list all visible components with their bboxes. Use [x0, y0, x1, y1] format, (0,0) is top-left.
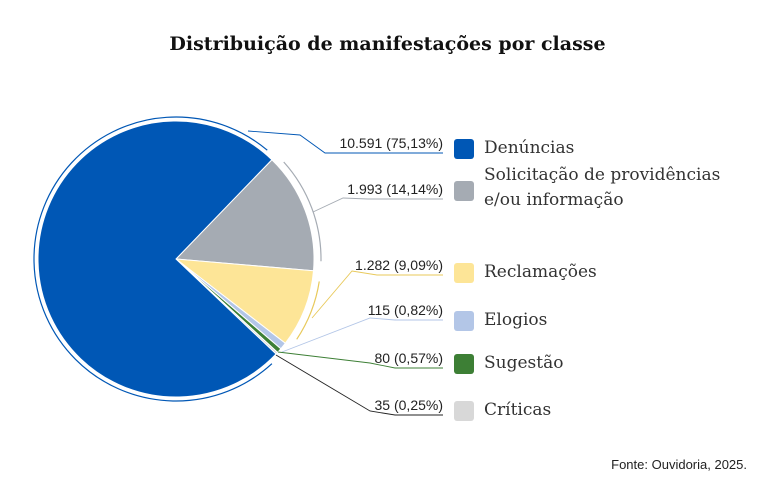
pie-slice-0: [37, 120, 277, 398]
outer-arc-0: [33, 116, 273, 402]
legend-swatch-1: [454, 181, 474, 201]
pie-slice-1: [174, 159, 315, 272]
leader-line-5: [275, 354, 443, 416]
data-label-1: 1.993 (14,14%): [347, 181, 443, 197]
data-label-5: 35 (0,25%): [375, 397, 443, 413]
legend-label-5: Críticas: [484, 400, 552, 420]
leader-line-0: [247, 130, 443, 154]
data-label-4: 80 (0,57%): [375, 350, 443, 366]
legend-swatch-2: [454, 263, 474, 283]
legend-swatch-0: [454, 139, 474, 159]
outer-arc-2: [296, 281, 320, 340]
legend-label-1: Solicitação de providências: [484, 165, 721, 185]
source-note: Fonte: Ouvidoria, 2025.: [611, 457, 747, 472]
legend-label-3: Elogios: [484, 310, 548, 330]
leader-line-3: [281, 317, 443, 353]
leader-line-2: [311, 270, 443, 319]
legend-swatch-3: [454, 311, 474, 331]
chart-title: Distribuição de manifestações por classe: [169, 33, 606, 55]
legend-swatch-5: [454, 401, 474, 421]
pie-slice-2: [174, 258, 315, 344]
legend-swatch-4: [454, 354, 474, 374]
leader-line-4: [277, 351, 443, 369]
leader-line-1: [312, 197, 443, 213]
data-label-3: 115 (0,82%): [368, 302, 443, 318]
legend-label-1: e/ou informação: [484, 190, 624, 210]
legend-label-0: Denúncias: [484, 138, 575, 158]
data-label-2: 1.282 (9,09%): [355, 257, 443, 273]
legend-label-2: Reclamações: [484, 262, 597, 282]
outer-arc-1: [283, 161, 322, 262]
legend-label-4: Sugestão: [484, 353, 564, 373]
data-label-0: 10.591 (75,13%): [339, 135, 443, 151]
